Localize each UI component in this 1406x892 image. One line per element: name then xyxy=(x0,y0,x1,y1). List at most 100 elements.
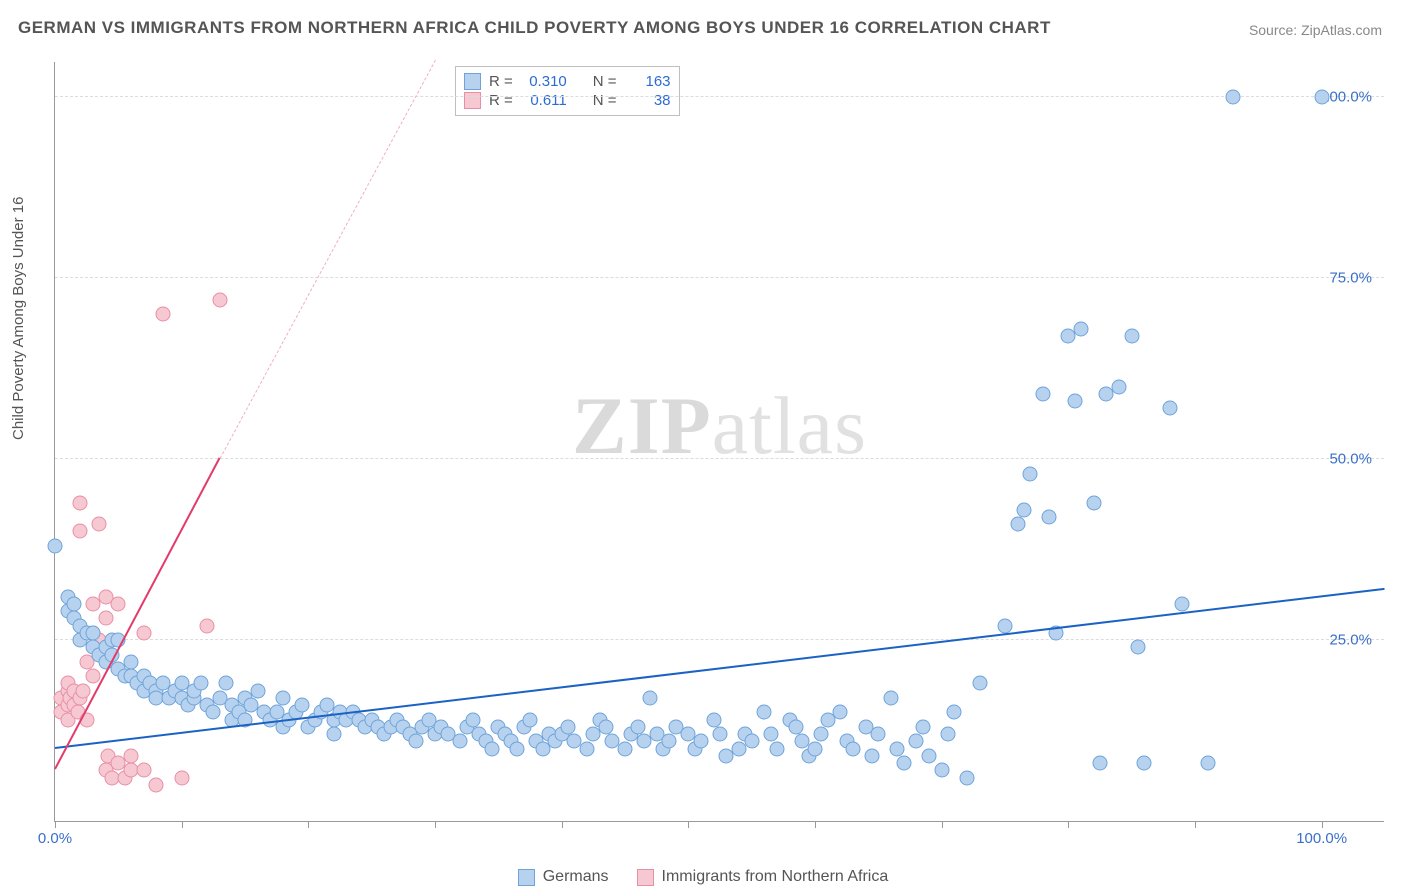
data-point xyxy=(1226,90,1241,105)
chart-title: GERMAN VS IMMIGRANTS FROM NORTHERN AFRIC… xyxy=(18,18,1051,38)
data-point xyxy=(744,734,759,749)
data-point xyxy=(86,669,101,684)
data-point xyxy=(947,705,962,720)
data-point xyxy=(909,734,924,749)
data-point xyxy=(250,683,265,698)
data-point xyxy=(212,292,227,307)
data-point xyxy=(890,741,905,756)
data-point xyxy=(871,727,886,742)
data-point xyxy=(1131,640,1146,655)
data-point xyxy=(510,741,525,756)
data-point xyxy=(934,763,949,778)
legend-swatch-blue xyxy=(518,869,535,886)
gridline xyxy=(55,96,1384,97)
bottom-legend: Germans Immigrants from Northern Africa xyxy=(0,868,1406,886)
data-point xyxy=(1023,466,1038,481)
data-point xyxy=(92,517,107,532)
stats-row-pink: R = 0.611 N = 38 xyxy=(464,92,671,109)
data-point xyxy=(846,741,861,756)
source-attribution: Source: ZipAtlas.com xyxy=(1249,22,1382,38)
data-point xyxy=(972,676,987,691)
data-point xyxy=(409,734,424,749)
xtick-label: 100.0% xyxy=(1296,830,1347,847)
ytick-label: 75.0% xyxy=(1329,270,1372,287)
n-label: N = xyxy=(593,73,617,90)
data-point xyxy=(1093,756,1108,771)
data-point xyxy=(865,748,880,763)
data-point xyxy=(1017,502,1032,517)
data-point xyxy=(998,618,1013,633)
data-point xyxy=(86,625,101,640)
trend-line xyxy=(55,587,1385,748)
xtick-mark xyxy=(435,821,436,828)
data-point xyxy=(1124,329,1139,344)
data-point xyxy=(73,524,88,539)
data-point xyxy=(713,727,728,742)
data-point xyxy=(1086,495,1101,510)
r-value-blue: 0.310 xyxy=(521,73,567,90)
data-point xyxy=(124,748,139,763)
data-point xyxy=(485,741,500,756)
data-point xyxy=(67,596,82,611)
xtick-mark xyxy=(1068,821,1069,828)
data-point xyxy=(662,734,677,749)
data-point xyxy=(1175,596,1190,611)
data-point xyxy=(453,734,468,749)
ytick-label: 25.0% xyxy=(1329,632,1372,649)
data-point xyxy=(276,690,291,705)
xtick-mark xyxy=(1322,821,1323,828)
legend-label-blue: Germans xyxy=(543,868,609,886)
data-point xyxy=(808,741,823,756)
data-point xyxy=(580,741,595,756)
data-point xyxy=(1010,517,1025,532)
plot-area: ZIPatlas R = 0.310 N = 163 R = 0.611 N =… xyxy=(54,62,1384,822)
xtick-label: 0.0% xyxy=(38,830,72,847)
xtick-mark xyxy=(182,821,183,828)
data-point xyxy=(1067,394,1082,409)
data-point xyxy=(149,777,164,792)
data-point xyxy=(73,495,88,510)
xtick-mark xyxy=(55,821,56,828)
data-point xyxy=(561,719,576,734)
data-point xyxy=(618,741,633,756)
data-point xyxy=(295,698,310,713)
n-value-blue: 163 xyxy=(625,73,671,90)
data-point xyxy=(789,719,804,734)
data-point xyxy=(326,727,341,742)
data-point xyxy=(206,705,221,720)
data-point xyxy=(1036,386,1051,401)
correlation-stats-box: R = 0.310 N = 163 R = 0.611 N = 38 xyxy=(455,66,680,116)
xtick-mark xyxy=(562,821,563,828)
legend-swatch-pink xyxy=(637,869,654,886)
r-value-pink: 0.611 xyxy=(521,92,567,109)
data-point xyxy=(523,712,538,727)
data-point xyxy=(884,690,899,705)
data-point xyxy=(1042,510,1057,525)
xtick-mark xyxy=(942,821,943,828)
data-point xyxy=(1314,90,1329,105)
xtick-mark xyxy=(815,821,816,828)
data-point xyxy=(694,734,709,749)
data-point xyxy=(599,719,614,734)
ytick-label: 50.0% xyxy=(1329,451,1372,468)
data-point xyxy=(200,618,215,633)
data-point xyxy=(1200,756,1215,771)
legend-item-blue: Germans xyxy=(518,868,609,886)
data-point xyxy=(193,676,208,691)
r-label: R = xyxy=(489,73,513,90)
data-point xyxy=(770,741,785,756)
gridline xyxy=(55,277,1384,278)
data-point xyxy=(75,683,90,698)
data-point xyxy=(111,596,126,611)
legend-item-pink: Immigrants from Northern Africa xyxy=(637,868,889,886)
xtick-mark xyxy=(308,821,309,828)
data-point xyxy=(960,770,975,785)
data-point xyxy=(124,654,139,669)
data-point xyxy=(1162,401,1177,416)
data-point xyxy=(1137,756,1152,771)
data-point xyxy=(1112,379,1127,394)
data-point xyxy=(763,727,778,742)
swatch-blue xyxy=(464,73,481,90)
n-label: N = xyxy=(593,92,617,109)
data-point xyxy=(155,307,170,322)
